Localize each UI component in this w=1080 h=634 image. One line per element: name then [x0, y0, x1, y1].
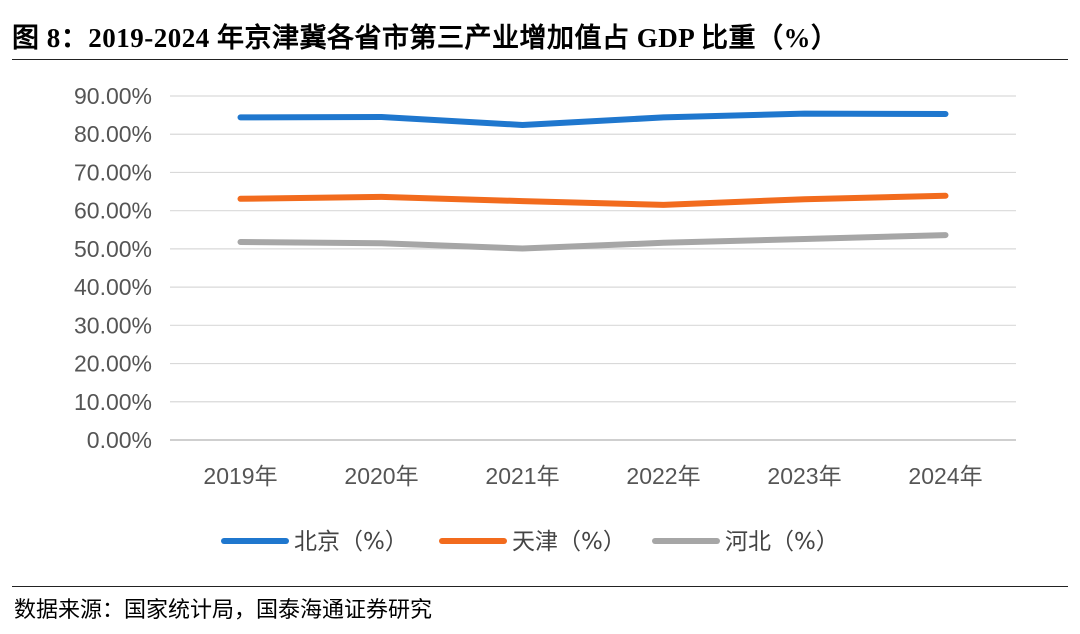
series-line-1 [237, 110, 949, 128]
x-axis-tick-labels: 2019年 2020年 2021年 2022年 2023年 2024年 [203, 463, 982, 489]
x-tick-label: 2019年 [203, 463, 277, 489]
legend-label: 北京（%） [294, 529, 408, 555]
x-tick-label: 2020年 [344, 463, 418, 489]
series-line-3 [237, 232, 949, 252]
x-tick-label: 2023年 [767, 463, 841, 489]
y-tick-label: 40.00% [74, 274, 152, 300]
data-source: 数据来源：国家统计局，国泰海通证券研究 [14, 598, 433, 623]
y-tick-label: 50.00% [74, 236, 152, 262]
y-tick-label: 80.00% [74, 121, 152, 147]
series-lines [237, 110, 949, 252]
y-axis-tick-labels: 0.00% 10.00% 20.00% 30.00% 40.00% 50.00% 60.00… [74, 83, 152, 453]
legend: 北京（%） 天津（%） 河北（%） [221, 529, 839, 555]
source-divider [12, 586, 1068, 587]
gridlines [170, 95, 1016, 441]
legend-label: 天津（%） [512, 529, 626, 555]
chart-title: 图 8：2019-2024 年京津冀各省市第三产业增加值占 GDP 比重（%） [12, 23, 839, 53]
y-tick-label: 60.00% [74, 198, 152, 224]
series-line-2 [237, 192, 949, 208]
y-tick-label: 30.00% [74, 312, 152, 338]
y-tick-label: 0.00% [87, 427, 152, 453]
legend-label: 河北（%） [725, 529, 839, 555]
x-tick-label: 2021年 [485, 463, 559, 489]
y-tick-label: 90.00% [74, 83, 152, 109]
y-tick-label: 20.00% [74, 351, 152, 377]
y-tick-label: 10.00% [74, 389, 152, 415]
y-tick-label: 70.00% [74, 159, 152, 185]
x-tick-label: 2024年 [908, 463, 982, 489]
x-tick-label: 2022年 [626, 463, 700, 489]
title-divider [12, 59, 1068, 60]
